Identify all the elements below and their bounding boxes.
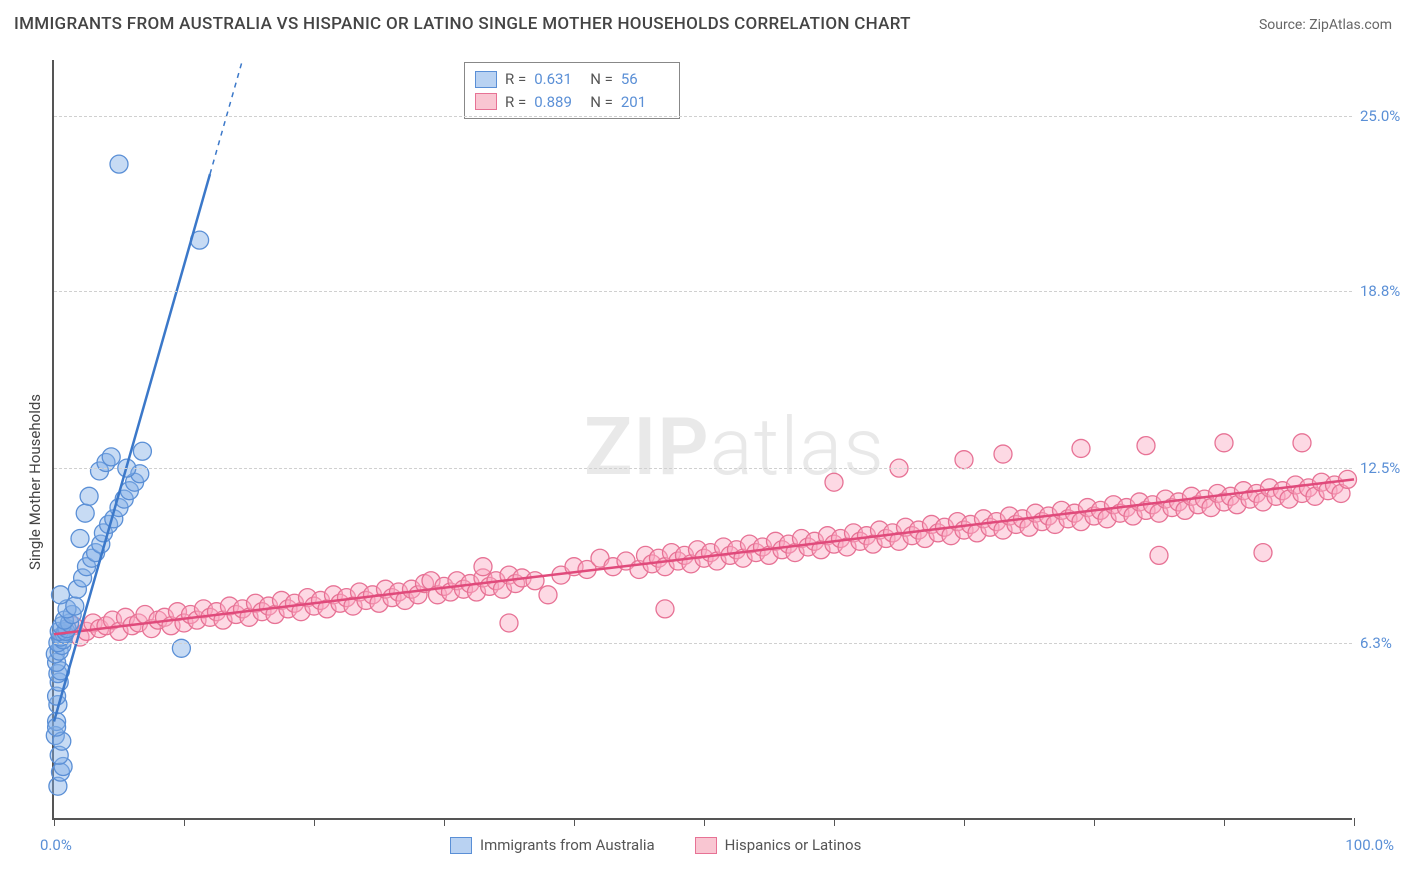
data-point: [110, 155, 128, 173]
y-tick-label: 6.3%: [1360, 634, 1392, 652]
x-tick: [54, 818, 55, 826]
data-point: [656, 600, 674, 618]
swatch-pink-icon: [695, 837, 717, 854]
x-tick: [834, 818, 835, 826]
x-tick: [444, 818, 445, 826]
data-point: [1254, 544, 1272, 562]
legend-item-blue: Immigrants from Australia: [450, 836, 655, 854]
trend-line: [54, 174, 210, 721]
data-point: [526, 572, 544, 590]
legend-label-blue: Immigrants from Australia: [480, 836, 655, 854]
data-point: [133, 442, 151, 460]
x-tick: [314, 818, 315, 826]
title-bar: IMMIGRANTS FROM AUSTRALIA VS HISPANIC OR…: [14, 14, 1392, 34]
data-point: [76, 504, 94, 522]
r-value-blue: 0.631: [534, 68, 582, 91]
data-point: [539, 586, 557, 604]
grid-line: [54, 291, 1352, 292]
data-point: [102, 448, 120, 466]
n-label: N =: [590, 68, 613, 91]
y-tick-label: 25.0%: [1360, 107, 1400, 125]
chart-title: IMMIGRANTS FROM AUSTRALIA VS HISPANIC OR…: [14, 14, 911, 34]
data-point: [71, 530, 89, 548]
n-label: N =: [590, 91, 613, 114]
grid-line: [54, 643, 1352, 644]
x-tick-min: 0.0%: [40, 836, 72, 854]
data-point: [48, 718, 66, 736]
x-tick: [1224, 818, 1225, 826]
legend-row-pink: R = 0.889 N = 201: [475, 91, 669, 114]
legend-series: Immigrants from Australia Hispanics or L…: [450, 836, 861, 854]
x-tick: [1354, 818, 1355, 826]
data-point: [1137, 437, 1155, 455]
data-point: [1293, 434, 1311, 452]
legend-row-blue: R = 0.631 N = 56: [475, 68, 669, 91]
legend-label-pink: Hispanics or Latinos: [725, 836, 862, 854]
data-point: [1072, 439, 1090, 457]
data-point: [955, 451, 973, 469]
legend-correlation: R = 0.631 N = 56 R = 0.889 N = 201: [464, 62, 680, 119]
y-axis-label: Single Mother Households: [26, 394, 44, 570]
y-tick-label: 18.8%: [1360, 282, 1400, 300]
x-tick: [1094, 818, 1095, 826]
plot-area: ZIPatlas R = 0.631 N = 56 R = 0.889 N = …: [52, 60, 1352, 820]
r-label: R =: [505, 68, 526, 91]
data-point: [1150, 546, 1168, 564]
data-point: [1215, 434, 1233, 452]
swatch-pink: [475, 93, 497, 110]
data-point: [994, 445, 1012, 463]
grid-line: [54, 116, 1352, 117]
swatch-blue: [475, 71, 497, 88]
x-tick: [184, 818, 185, 826]
n-value-pink: 201: [621, 91, 669, 114]
data-point: [825, 473, 843, 491]
swatch-blue-icon: [450, 837, 472, 854]
legend-item-pink: Hispanics or Latinos: [695, 836, 862, 854]
x-tick: [574, 818, 575, 826]
r-value-pink: 0.889: [534, 91, 582, 114]
scatter-svg: [54, 60, 1352, 818]
chart-container: IMMIGRANTS FROM AUSTRALIA VS HISPANIC OR…: [0, 0, 1406, 892]
data-point: [474, 558, 492, 576]
x-tick: [704, 818, 705, 826]
source-label: Source: ZipAtlas.com: [1259, 17, 1392, 33]
y-tick-label: 12.5%: [1360, 459, 1400, 477]
data-point: [500, 614, 518, 632]
x-tick: [964, 818, 965, 826]
data-point: [52, 586, 70, 604]
x-tick-max: 100.0%: [1345, 836, 1394, 854]
r-label: R =: [505, 91, 526, 114]
data-point: [80, 487, 98, 505]
n-value-blue: 56: [621, 68, 669, 91]
grid-line: [54, 468, 1352, 469]
